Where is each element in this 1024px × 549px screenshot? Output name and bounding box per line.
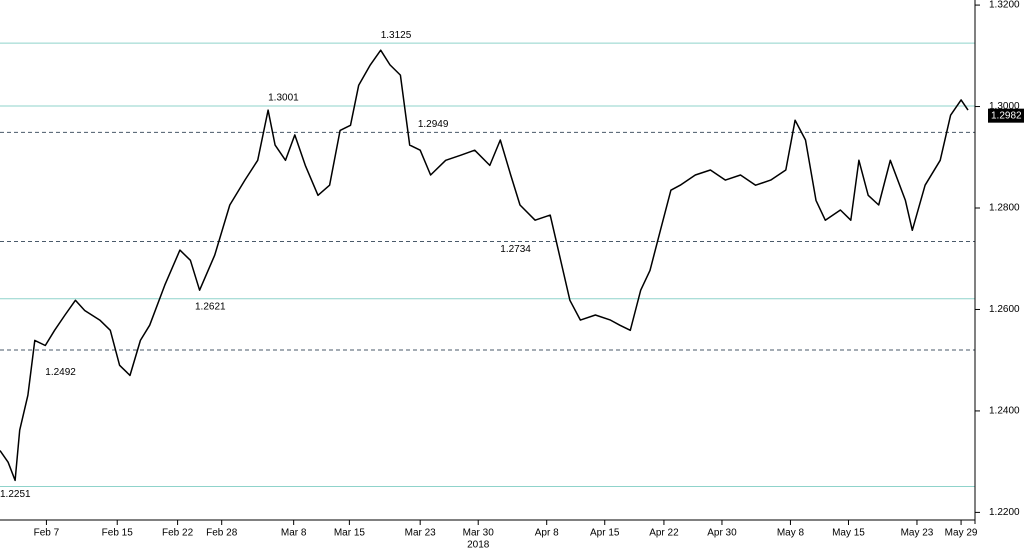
x-tick-label: Feb 15 (102, 528, 134, 539)
x-tick-label: Feb 22 (162, 528, 194, 539)
price-line (0, 49, 969, 482)
x-tick-label: Apr 8 (535, 528, 559, 539)
y-tick-label: 1.2200 (989, 507, 1020, 518)
x-tick-label: Feb 28 (206, 528, 238, 539)
y-tick-label: 1.2600 (989, 304, 1020, 315)
x-tick-label: Mar 15 (334, 528, 366, 539)
y-tick-label: 1.3000 (989, 101, 1020, 112)
y-tick-label: 1.2400 (989, 406, 1020, 417)
x-tick-label: Apr 30 (707, 528, 737, 539)
level-annotation: 1.3001 (268, 93, 299, 104)
y-tick-label: 1.2800 (989, 203, 1020, 214)
level-annotation: 1.2949 (418, 119, 449, 130)
x-tick-label: May 15 (832, 528, 865, 539)
x-tick-label: Mar 23 (405, 528, 437, 539)
x-tick-label: May 23 (901, 528, 934, 539)
x-tick-label: Mar 8 (281, 528, 307, 539)
x-tick-label: May 29 (945, 528, 978, 539)
x-tick-label: Apr 22 (649, 528, 679, 539)
level-annotation: 1.2621 (195, 301, 226, 312)
level-annotation: 1.2734 (500, 244, 531, 255)
last-price-label: 1.2982 (991, 110, 1022, 121)
last-price-tag (988, 108, 1024, 123)
x-tick-label: May 8 (777, 528, 805, 539)
level-annotation: 1.2251 (0, 489, 31, 500)
x-tick-label: Feb 7 (34, 528, 60, 539)
y-tick-label: 1.3200 (989, 0, 1020, 11)
x-tick-label: Mar 30 (463, 528, 495, 539)
x-tick-label: Apr 15 (590, 528, 620, 539)
level-annotation: 1.3125 (381, 30, 412, 41)
level-annotation: 1.2492 (45, 367, 76, 378)
year-label: 2018 (467, 540, 490, 549)
